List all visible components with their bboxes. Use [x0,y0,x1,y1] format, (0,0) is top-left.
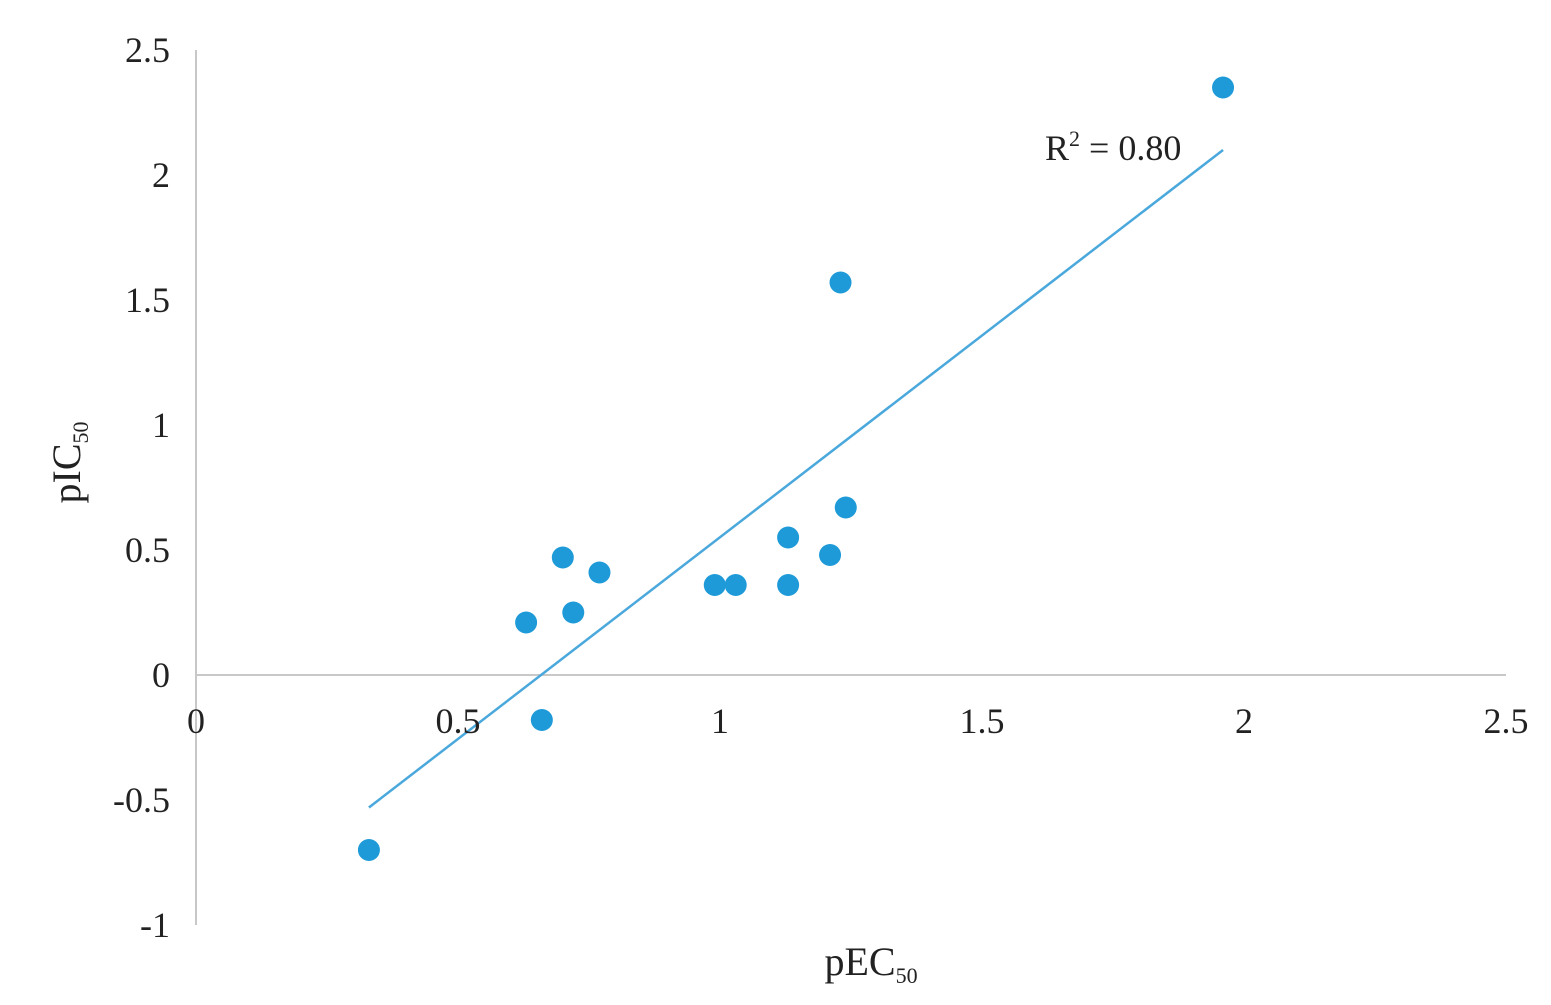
x-tick-label: 2.5 [1484,701,1529,741]
data-point [515,611,538,634]
data-point [819,544,842,566]
y-tick-label: 0.5 [125,530,170,570]
x-tick-label: 0.5 [436,701,481,741]
trendline-layer [368,149,1224,809]
x-tick-label: 2 [1235,701,1253,741]
x-tick-label: 1 [711,701,729,741]
data-point [551,546,574,569]
data-point [829,271,852,294]
x-tick-label: 1.5 [960,701,1005,741]
data-point [530,709,553,731]
axes [195,50,1506,925]
data-point [777,574,800,596]
x-axis-title: pEC50 [824,939,917,988]
y-tick-label: -1 [140,905,170,945]
y-tick-label: 1.5 [125,280,170,320]
y-tick-label: 2.5 [125,30,170,70]
y-tick-label: 0 [152,655,170,695]
r-squared-annotation: R2 = 0.80 [1045,126,1181,168]
data-point [1212,76,1235,99]
data-point [724,574,747,596]
points-layer [357,76,1235,861]
trendline [368,149,1224,809]
y-tick-label: 2 [152,155,170,195]
y-tick-label: -0.5 [113,780,170,820]
data-point [562,601,585,624]
x-tick-label: 0 [187,701,205,741]
y-axis-title: pIC50 [44,422,93,504]
data-point [834,496,857,519]
y-tick-label: 1 [152,405,170,445]
labels-layer: 0 0.5 1 1.5 2 2.5 2.5 2 1.5 1 0.5 0 -0.5 -1 pEC50 pIC50… [44,30,1529,988]
data-point [357,839,380,861]
data-point [777,526,800,549]
data-point [703,574,726,596]
data-point [588,561,611,584]
